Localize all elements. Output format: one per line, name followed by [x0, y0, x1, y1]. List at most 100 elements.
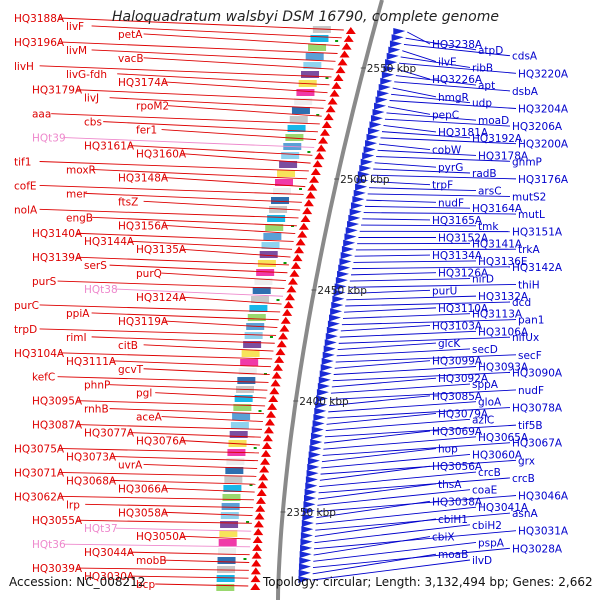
feature-block	[301, 71, 319, 78]
right-gene-arrow	[351, 202, 363, 209]
left-gene-arrow	[302, 207, 312, 214]
right-connector	[322, 449, 436, 462]
left-gene-label: rnhB	[84, 404, 109, 416]
feature-block	[271, 197, 289, 204]
right-connector	[355, 255, 430, 256]
left-gene-arrow	[335, 66, 345, 73]
right-connector	[324, 431, 430, 443]
left-gene-arrow	[328, 97, 338, 104]
left-connector	[77, 257, 289, 265]
right-gene-label: pepC	[432, 109, 459, 121]
right-gene-arrow	[347, 221, 359, 228]
accession-text: Accession: NC_008212	[9, 575, 145, 589]
left-gene-label: HQ3068A	[66, 475, 117, 487]
right-gene-label: HQ3056A	[432, 461, 483, 473]
gene-arrows	[250, 27, 405, 590]
left-gene-arrow	[271, 379, 281, 386]
right-gene-label: HQ3200A	[518, 139, 569, 151]
left-gene-arrow	[314, 152, 324, 159]
right-connector	[314, 537, 430, 556]
left-gene-label: HQ3095A	[32, 396, 83, 408]
left-gene-label: HQ3174A	[118, 77, 169, 89]
left-gene-label: nolA	[14, 204, 38, 216]
left-gene-label: HQ3055A	[32, 515, 83, 527]
right-gene-arrow	[366, 134, 378, 141]
right-connector	[338, 343, 436, 350]
feature-block	[237, 377, 255, 384]
right-gene-label: gloA	[478, 397, 502, 409]
right-connector	[383, 125, 436, 132]
right-gene-label: secF	[518, 350, 542, 362]
left-gene-arrow	[278, 332, 288, 339]
left-gene-arrow	[306, 191, 316, 198]
right-gene-label: radB	[472, 168, 497, 180]
left-gene-arrow	[309, 176, 319, 183]
right-connector	[375, 163, 436, 167]
feature-block	[235, 395, 253, 402]
right-gene-label: arsC	[478, 186, 502, 198]
right-gene-arrow	[304, 495, 316, 502]
right-gene-arrow	[364, 146, 376, 153]
right-gene-label: HQ3192A	[472, 133, 523, 145]
left-gene-arrow	[289, 270, 299, 277]
left-gene-label: HQ3111A	[66, 356, 117, 368]
left-gene-label: livG-fdh	[66, 69, 107, 81]
left-gene-arrow	[275, 348, 285, 355]
right-gene-arrow	[336, 277, 348, 284]
right-connector	[379, 144, 430, 149]
right-connector	[344, 308, 436, 312]
left-gene-label: pgl	[136, 388, 152, 400]
right-gene-label: cbiH2	[472, 520, 502, 532]
feature-block	[231, 422, 249, 429]
left-gene-label: vacB	[118, 53, 144, 65]
left-gene-label: tif1	[14, 156, 31, 168]
right-gene-label: apt	[478, 80, 495, 92]
right-gene-label: HQ3164A	[472, 203, 523, 215]
left-gene-label: ppiA	[66, 308, 90, 320]
left-gene-label: purQ	[136, 268, 162, 280]
feature-block	[217, 575, 235, 582]
feature-block	[296, 89, 314, 96]
right-gene-arrow	[313, 420, 325, 427]
left-gene-label: HQ3124A	[136, 292, 187, 304]
left-gene-label: HQ3135A	[136, 244, 187, 256]
right-gene-arrow	[314, 408, 326, 415]
right-gene-label: cbiH1	[438, 514, 468, 526]
right-gene-arrow	[390, 40, 402, 47]
right-gene-label: moaB	[438, 549, 468, 561]
right-gene-arrow	[300, 539, 312, 546]
right-gene-arrow	[307, 464, 319, 471]
left-gene-arrow	[301, 215, 311, 222]
left-gene-label: HQt36	[32, 539, 66, 551]
right-gene-arrow	[299, 557, 311, 564]
left-gene-label: ftsZ	[118, 196, 138, 208]
left-gene-arrow	[285, 293, 295, 300]
feature-block	[277, 170, 295, 177]
right-gene-label: azlC	[472, 414, 494, 426]
left-gene-label: HQ3179A	[32, 85, 83, 97]
right-gene-label: mutL	[518, 209, 545, 221]
right-gene-arrow	[309, 445, 321, 452]
left-gene-label: HQ3087A	[32, 420, 83, 432]
right-gene-label: HQ3046A	[518, 491, 569, 503]
feature-block	[281, 152, 299, 159]
left-gene-arrow	[268, 395, 278, 402]
right-gene-label: tmk	[478, 221, 499, 233]
right-gene-arrow	[313, 414, 325, 421]
right-gene-label: ilvE	[438, 57, 457, 69]
feature-block	[306, 53, 324, 60]
left-gene-label: moxR	[66, 164, 96, 176]
right-gene-label: nirD	[472, 274, 494, 286]
right-gene-label: moaD	[478, 115, 509, 127]
right-gene-label: HQ3028A	[512, 543, 563, 555]
left-gene-arrow	[313, 160, 323, 167]
right-connector	[399, 63, 516, 73]
right-gene-label: nudF	[518, 385, 544, 397]
left-gene-label: HQ3073A	[66, 451, 117, 463]
right-gene-arrow	[310, 439, 322, 446]
left-gene-arrow	[251, 567, 261, 574]
right-gene-arrow	[311, 433, 323, 440]
right-gene-arrow	[324, 346, 336, 353]
right-gene-arrow	[325, 339, 337, 346]
